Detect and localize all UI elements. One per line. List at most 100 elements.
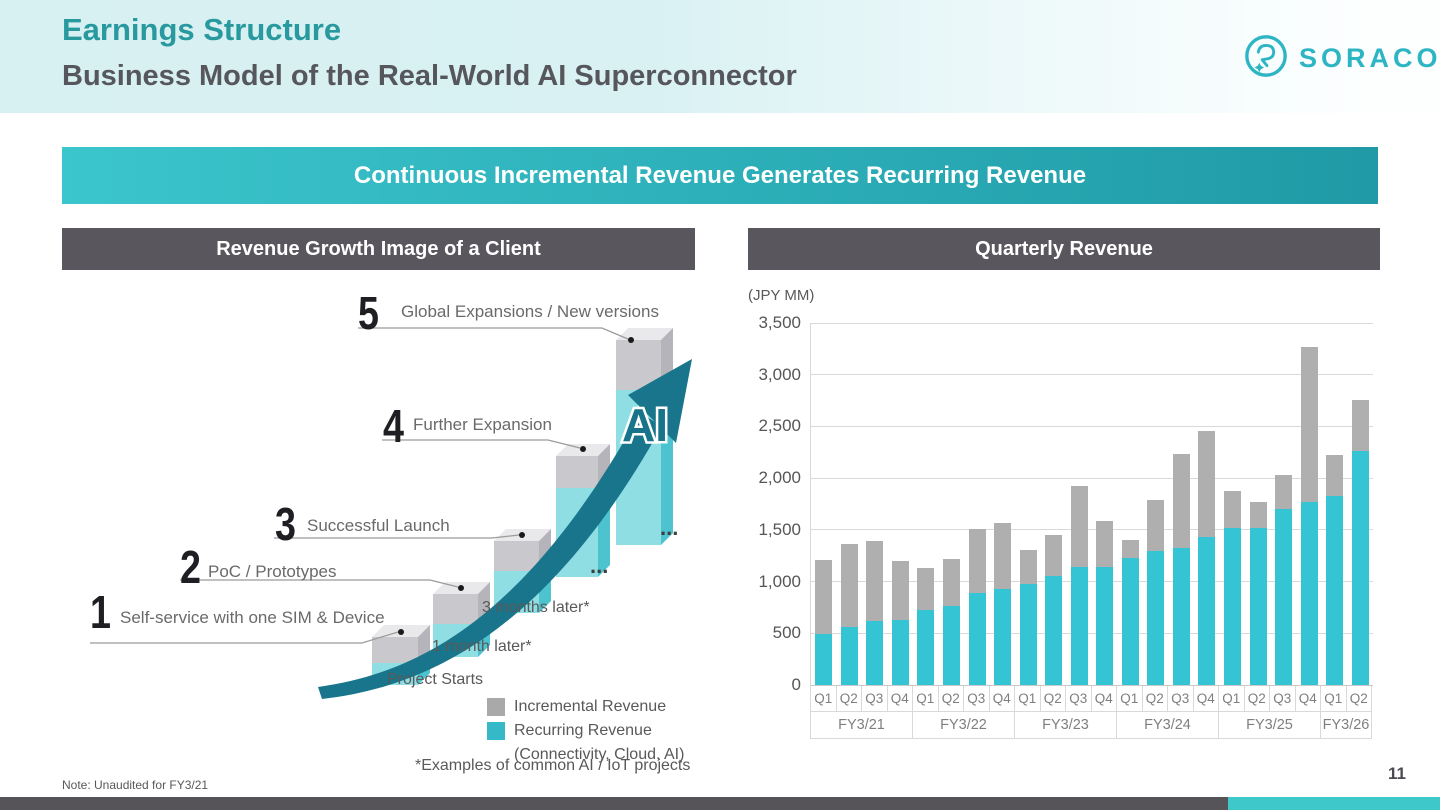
chart-bar-20 xyxy=(1326,455,1344,685)
chart-bar-3 xyxy=(891,560,909,685)
chart-bar-11 xyxy=(1096,520,1114,685)
recurring-segment xyxy=(1198,537,1216,685)
quarter-label: Q2 xyxy=(1245,686,1270,711)
incremental-segment xyxy=(840,544,858,628)
year-row: FY3/21 FY3/22 FY3/23 FY3/24 FY3/25 FY3/26 xyxy=(810,711,1372,739)
fiscal-year-label: FY3/26 xyxy=(1321,711,1372,739)
right-panel-header: Quarterly Revenue xyxy=(748,228,1380,270)
key-message-text: Continuous Incremental Revenue Generates… xyxy=(353,161,1087,189)
recurring-segment xyxy=(815,634,833,685)
recurring-segment xyxy=(917,609,935,685)
incremental-segment xyxy=(917,568,935,610)
quarter-label: Q3 xyxy=(862,686,888,711)
legend-incremental-label: Incremental Revenue xyxy=(514,698,667,715)
quarter-label: Q3 xyxy=(1168,686,1194,711)
quarter-label: Q4 xyxy=(990,686,1015,711)
y-tick-label: 2,500 xyxy=(758,416,801,436)
ellipsis-marker: ... xyxy=(660,515,679,540)
soracom-swirl-icon xyxy=(1243,33,1289,84)
recurring-segment xyxy=(1326,495,1344,685)
chart-bar-1 xyxy=(840,544,858,685)
timeline-project-starts: Project Starts xyxy=(387,671,484,688)
incremental-segment xyxy=(1121,540,1139,558)
brand-wordmark: SORACOM xyxy=(1299,43,1440,73)
incremental-segment xyxy=(1275,475,1293,510)
footer-bar-dark xyxy=(0,797,1228,810)
chart-bar-14 xyxy=(1172,454,1190,685)
y-tick-label: 1,500 xyxy=(758,519,801,539)
step-2-label: PoC / Prototypes xyxy=(208,562,337,581)
recurring-segment xyxy=(1224,527,1241,685)
chart-plot: 0 500 1,000 1,500 2,000 2,500 3,000 3,500 xyxy=(758,313,1373,694)
growth-diagram: AI 1 Self-service with one SIM & Device … xyxy=(62,283,710,783)
recurring-segment xyxy=(968,592,986,685)
chart-bar-5 xyxy=(943,558,960,685)
recurring-segment xyxy=(1249,527,1267,685)
fiscal-year-label: FY3/24 xyxy=(1117,711,1219,739)
chart-bar-2 xyxy=(866,541,884,685)
quarter-label: Q2 xyxy=(1347,686,1372,711)
diagram-footnote: *Examples of common AI / IoT projects xyxy=(415,757,691,774)
recurring-segment xyxy=(1351,451,1369,685)
incremental-segment xyxy=(891,560,909,620)
incremental-segment xyxy=(968,528,986,593)
fiscal-year-label: FY3/21 xyxy=(811,711,913,739)
quarter-label: Q2 xyxy=(1143,686,1168,711)
incremental-segment xyxy=(1300,346,1318,502)
incremental-segment xyxy=(1249,501,1267,528)
recurring-segment xyxy=(1300,501,1318,685)
slide-note: Note: Unaudited for FY3/21 xyxy=(62,778,209,792)
chart-bar-16 xyxy=(1224,490,1241,685)
gridline xyxy=(811,425,1373,427)
y-tick-label: 3,500 xyxy=(758,313,801,332)
slide-subtitle: Business Model of the Real-World AI Supe… xyxy=(62,60,797,92)
quarter-label: Q3 xyxy=(964,686,990,711)
gridline xyxy=(811,581,1373,583)
left-panel-header: Revenue Growth Image of a Client xyxy=(62,228,695,270)
recurring-segment xyxy=(1121,557,1139,685)
gridline xyxy=(811,632,1373,634)
recurring-segment xyxy=(1045,576,1063,685)
chart-bar-21 xyxy=(1351,399,1369,685)
step-3-label: Successful Launch xyxy=(307,516,450,535)
incremental-segment xyxy=(866,541,884,621)
incremental-segment xyxy=(1326,455,1344,496)
legend-incremental: Incremental Revenue xyxy=(487,697,684,717)
callout-dots xyxy=(398,337,634,635)
slide-title: Earnings Structure xyxy=(62,12,342,47)
incremental-swatch-icon xyxy=(487,698,505,716)
quarter-label: Q1 xyxy=(1321,686,1347,711)
key-message-banner: Continuous Incremental Revenue Generates… xyxy=(62,147,1378,204)
quarter-label: Q2 xyxy=(939,686,964,711)
recurring-segment xyxy=(1096,567,1114,685)
y-tick-label: 2,000 xyxy=(758,468,801,488)
chart-bar-6 xyxy=(968,528,986,685)
fiscal-year-label: FY3/23 xyxy=(1015,711,1117,739)
step-3-number: 3 xyxy=(275,498,296,550)
quarter-label: Q2 xyxy=(1041,686,1066,711)
quarter-label: Q4 xyxy=(1194,686,1219,711)
footer-bar-teal xyxy=(1228,797,1440,810)
ellipsis-marker: ... xyxy=(590,553,609,578)
quarter-label: Q3 xyxy=(1066,686,1092,711)
step-5-number: 5 xyxy=(358,287,379,339)
step-1-label: Self-service with one SIM & Device xyxy=(120,608,385,627)
quarter-label: Q1 xyxy=(811,686,837,711)
incremental-segment xyxy=(1351,399,1369,452)
quarter-label: Q4 xyxy=(888,686,913,711)
legend-recurring-sublabel: (Connectivity, Cloud, AI) xyxy=(514,746,685,763)
recurring-segment xyxy=(866,620,884,685)
recurring-segment xyxy=(1275,509,1293,685)
quarter-label: Q1 xyxy=(1015,686,1041,711)
legend-recurring: Recurring Revenue xyxy=(487,721,684,741)
quarterly-revenue-chart: (JPY MM) 0 500 1,000 1,500 2,000 2,500 3,000 3,… xyxy=(748,283,1380,783)
chart-bar-4 xyxy=(917,568,935,685)
recurring-segment xyxy=(1019,583,1037,685)
page-number: 11 xyxy=(1388,764,1406,783)
step-1-number: 1 xyxy=(90,586,111,638)
gridline xyxy=(811,374,1373,376)
chart-bar-13 xyxy=(1147,499,1165,685)
left-panel-title: Revenue Growth Image of a Client xyxy=(216,237,541,260)
chart-bar-12 xyxy=(1121,540,1139,685)
